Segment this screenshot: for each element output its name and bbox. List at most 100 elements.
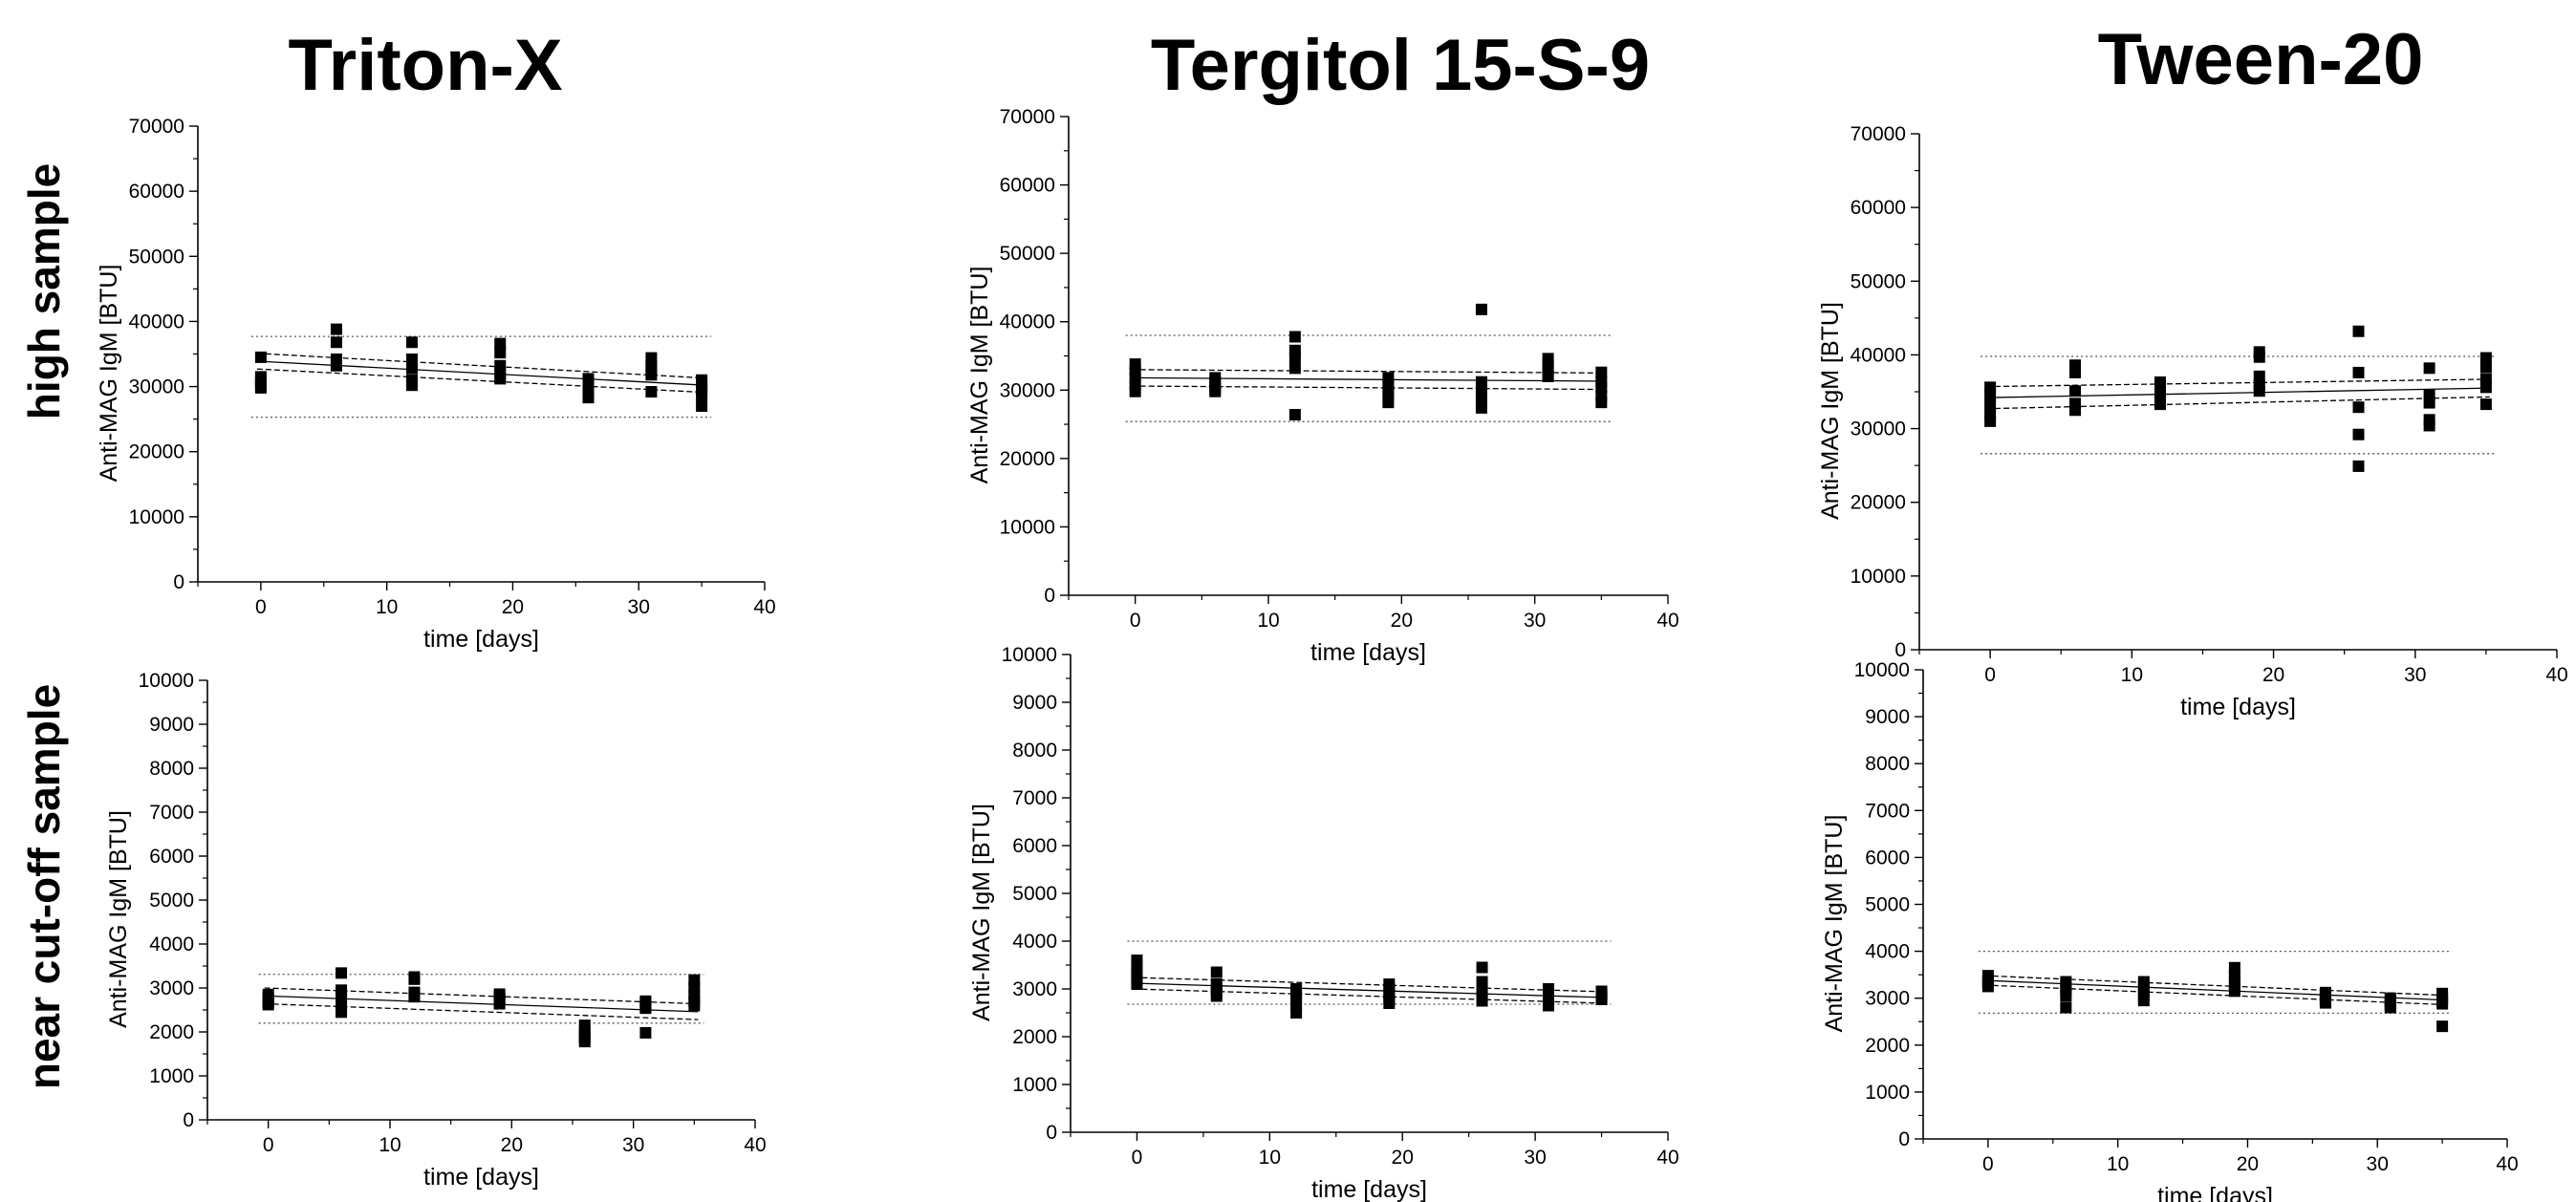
data-point (1383, 998, 1396, 1009)
data-point (1595, 994, 1608, 1005)
data-point (2060, 1001, 2072, 1014)
data-point (254, 381, 267, 394)
x-tick-label: 0 (263, 1134, 274, 1156)
y-tick-label: 8000 (149, 758, 194, 780)
x-axis-label: time [days] (2157, 1183, 2273, 1202)
data-point (254, 351, 267, 363)
data-point (1475, 303, 1487, 315)
confidence-upper-line (1986, 378, 2490, 388)
y-axis-label: Anti-MAG IgM [BTU] (105, 810, 132, 1028)
x-tick-label: 20 (502, 596, 524, 618)
x-axis-label: time [days] (423, 626, 539, 653)
y-axis-label: Anti-MAG IgM [BTU] (968, 804, 995, 1021)
x-tick-label: 10 (1257, 610, 1279, 632)
plot-panel-6: 0100020003000400050006000700080009000100… (1821, 659, 2519, 1202)
x-tick-label: 0 (1130, 610, 1141, 632)
y-tick-label: 50000 (1000, 243, 1055, 265)
data-point (1476, 961, 1488, 974)
data-point (1984, 415, 1997, 427)
data-point (2069, 366, 2082, 378)
x-axis-label: time [days] (1311, 1176, 1427, 1202)
y-tick-label: 8000 (1865, 753, 1910, 775)
x-tick-label: 0 (255, 596, 267, 618)
y-tick-label: 60000 (1000, 175, 1055, 197)
plot-panel-5: 0100020003000400050006000700080009000100… (968, 644, 1679, 1202)
x-axis-label: time [days] (1310, 639, 1426, 666)
confidence-lower-line (1131, 385, 1606, 391)
confidence-lower-line (1983, 984, 2447, 1006)
data-point (2352, 460, 2365, 472)
confidence-lower-line (264, 1002, 699, 1020)
y-tick-label: 40000 (1000, 311, 1055, 333)
y-axis-label: Anti-MAG IgM [BTU] (96, 265, 122, 483)
data-point (696, 400, 708, 413)
column-title-triton-x: Triton-X (288, 25, 562, 106)
regression-line (1983, 979, 2447, 1001)
plot-panel-4: 0100020003000400050006000700080009000100… (105, 670, 767, 1191)
y-tick-label: 60000 (1851, 197, 1906, 219)
regression-line (1131, 376, 1606, 382)
y-tick-label: 9000 (1012, 692, 1057, 714)
y-tick-label: 8000 (1012, 740, 1057, 762)
x-tick-label: 30 (628, 596, 650, 618)
data-point (1210, 966, 1223, 978)
y-tick-label: 1000 (149, 1065, 194, 1087)
y-tick-label: 40000 (1851, 344, 1906, 366)
data-point (1543, 999, 1554, 1012)
data-point (1475, 401, 1487, 414)
y-tick-label: 4000 (1012, 931, 1057, 953)
y-tick-label: 9000 (1865, 706, 1910, 728)
data-point (336, 990, 348, 1002)
plot-panel-1: 0 10000 20000 30000 40000 50000 60000 70000 0 10 2… (96, 116, 776, 653)
data-point (639, 1026, 652, 1039)
y-tick-label: 2000 (1865, 1035, 1910, 1057)
x-tick-label: 10 (2107, 1153, 2129, 1175)
y-tick-label: 7000 (1012, 787, 1057, 809)
row-title-high-sample: high sample (19, 163, 69, 419)
data-point (336, 967, 348, 979)
data-point (1475, 376, 1487, 388)
confidence-upper-line (264, 987, 699, 1005)
data-point (2384, 1001, 2396, 1014)
x-tick-label: 20 (1392, 1147, 1414, 1169)
data-point (2228, 985, 2240, 998)
y-tick-label: 10000 (129, 506, 184, 528)
data-point (406, 336, 419, 349)
data-point (493, 998, 506, 1010)
confidence-lower-line (1986, 396, 2490, 410)
y-tick-label: 70000 (1000, 106, 1055, 128)
x-tick-label: 20 (501, 1134, 523, 1156)
x-tick-label: 20 (2262, 664, 2284, 686)
x-tick-label: 30 (1524, 1147, 1546, 1169)
data-point (406, 353, 419, 365)
data-point (1129, 385, 1141, 397)
data-point (2423, 419, 2435, 432)
data-point (1288, 409, 1301, 421)
y-tick-label: 4000 (1865, 941, 1910, 963)
data-point (2154, 398, 2166, 411)
data-point (1131, 978, 1143, 990)
x-tick-label: 40 (1656, 610, 1678, 632)
data-point (330, 359, 342, 372)
data-point (408, 991, 421, 1003)
regression-line (1986, 387, 2490, 398)
data-point (1288, 331, 1301, 343)
y-tick-label: 3000 (1865, 988, 1910, 1010)
y-tick-label: 0 (1898, 1128, 1910, 1150)
y-tick-label: 9000 (149, 714, 194, 736)
y-tick-label: 50000 (129, 246, 184, 268)
data-point (1209, 385, 1222, 397)
y-tick-label: 70000 (1851, 123, 1906, 145)
data-point (696, 390, 708, 402)
data-point (2060, 990, 2072, 1002)
x-tick-label: 40 (1656, 1147, 1678, 1169)
y-tick-label: 1000 (1865, 1082, 1910, 1104)
data-point (336, 1006, 348, 1019)
data-point (408, 973, 421, 985)
data-point (330, 323, 342, 335)
confidence-upper-line (1131, 369, 1606, 375)
column-title-tergitol: Tergitol 15-S-9 (1151, 25, 1650, 106)
data-point (1984, 389, 1997, 401)
data-point (2479, 361, 2492, 374)
data-point (2253, 370, 2265, 382)
